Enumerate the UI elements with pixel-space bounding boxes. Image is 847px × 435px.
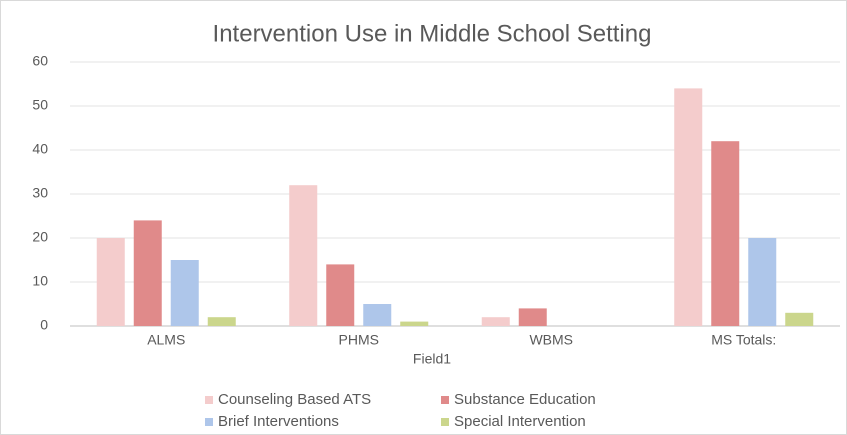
chart-title: Intervention Use in Middle School Settin… — [213, 20, 652, 47]
x-tick-label: WBMS — [529, 332, 573, 348]
bar — [481, 317, 510, 326]
y-tick-label: 60 — [32, 53, 48, 69]
legend-swatch — [205, 418, 213, 426]
bar — [207, 317, 236, 326]
bar — [674, 88, 703, 327]
y-tick-label: 0 — [40, 317, 48, 333]
bar — [711, 141, 740, 326]
legend-label: Counseling Based ATS — [218, 391, 371, 408]
y-tick-label: 20 — [32, 229, 48, 245]
y-tick-label: 30 — [32, 185, 48, 201]
bar — [785, 312, 814, 326]
legend-label: Special Intervention — [454, 413, 586, 430]
x-tick-label: MS Totals: — [711, 332, 776, 348]
bar — [748, 238, 777, 326]
x-axis-label: Field1 — [413, 351, 451, 367]
bar — [133, 220, 162, 326]
legend-label: Brief Interventions — [218, 413, 339, 430]
bar — [518, 308, 547, 326]
legend-swatch — [441, 418, 449, 426]
bar — [96, 238, 125, 326]
y-tick-label: 40 — [32, 141, 48, 157]
y-tick-label: 10 — [32, 273, 48, 289]
bar — [170, 260, 199, 326]
bar — [400, 321, 429, 326]
legend-label: Substance Education — [454, 391, 596, 408]
x-tick-label: PHMS — [339, 332, 379, 348]
bar — [326, 264, 355, 326]
legend-swatch — [441, 396, 449, 404]
bar — [289, 185, 318, 326]
legend-swatch — [205, 396, 213, 404]
y-tick-label: 50 — [32, 97, 48, 113]
bar — [363, 304, 392, 326]
x-tick-label: ALMS — [147, 332, 185, 348]
